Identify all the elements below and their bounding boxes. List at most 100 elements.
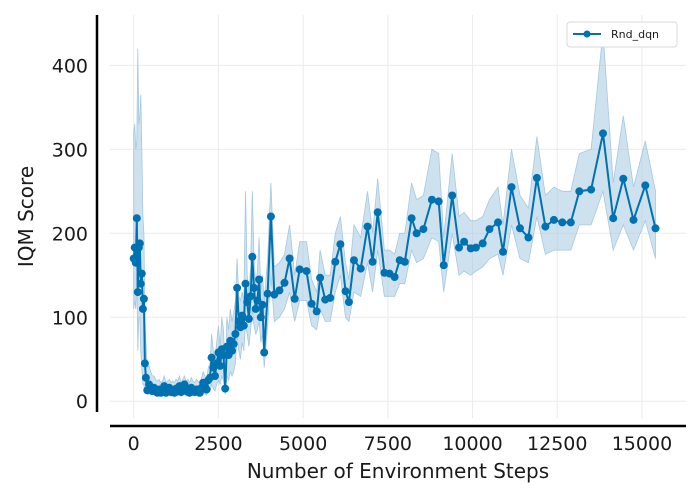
data-point-92 <box>307 299 316 308</box>
data-point-112 <box>412 229 421 238</box>
series-confidence-band <box>133 31 656 397</box>
data-point-116 <box>439 261 448 270</box>
data-point-121 <box>471 243 480 252</box>
data-point-126 <box>507 183 516 192</box>
y-tick-label-2: 200 <box>52 223 88 245</box>
data-point-96 <box>326 293 335 302</box>
data-point-138 <box>619 174 628 183</box>
data-point-127 <box>516 224 524 233</box>
data-point-56 <box>216 361 225 370</box>
data-point-63 <box>228 346 236 355</box>
data-point-102 <box>356 264 365 273</box>
data-point-91 <box>302 267 311 276</box>
data-point-118 <box>455 243 463 252</box>
data-point-80 <box>256 313 265 322</box>
data-point-69 <box>238 311 247 320</box>
data-point-129 <box>532 173 541 182</box>
data-point-97 <box>331 257 340 266</box>
data-point-135 <box>587 185 596 194</box>
data-point-51 <box>207 353 216 362</box>
data-point-74 <box>246 292 255 301</box>
tick-labels: 0 2500 5000 7500 10000 12500 15000 0 100 200 300 40… <box>52 55 672 455</box>
data-point-93 <box>312 307 321 316</box>
data-point-103 <box>363 222 372 231</box>
data-point-8 <box>137 269 146 278</box>
data-point-128 <box>524 233 533 242</box>
legend-label: Rnd_dqn <box>611 28 659 41</box>
data-point-73 <box>244 314 253 323</box>
legend[interactable]: Rnd_dqn <box>566 21 678 48</box>
data-point-71 <box>241 279 250 288</box>
y-tick-label-0: 0 <box>76 391 88 413</box>
data-point-75 <box>248 252 257 261</box>
data-point-124 <box>494 218 502 227</box>
data-point-65 <box>231 330 240 338</box>
data-point-141 <box>651 224 660 233</box>
data-point-117 <box>448 191 457 200</box>
data-point-64 <box>229 340 238 349</box>
data-point-9 <box>138 304 147 313</box>
data-point-70 <box>239 321 248 330</box>
data-point-layer <box>129 129 660 397</box>
x-axis-title: Number of Environment Steps <box>247 459 549 483</box>
x-tick-label-5: 12500 <box>527 433 587 455</box>
data-point-86 <box>275 286 284 295</box>
data-point-137 <box>609 214 618 223</box>
data-point-134 <box>575 187 584 196</box>
data-point-83 <box>263 289 272 298</box>
x-tick-label-6: 15000 <box>612 433 672 455</box>
data-point-100 <box>344 298 353 307</box>
data-point-2 <box>131 258 140 267</box>
data-point-104 <box>368 257 377 266</box>
data-point-3 <box>132 214 141 223</box>
data-point-90 <box>295 265 304 274</box>
data-point-84 <box>266 212 275 221</box>
y-tick-label-1: 100 <box>52 307 88 329</box>
data-point-4 <box>133 288 142 297</box>
data-point-123 <box>485 225 494 234</box>
data-point-66 <box>233 283 242 292</box>
legend-box <box>566 21 678 48</box>
data-point-88 <box>285 254 294 263</box>
data-point-122 <box>478 239 487 248</box>
data-point-7 <box>136 279 145 288</box>
data-point-6 <box>135 239 144 248</box>
data-point-136 <box>599 129 607 138</box>
x-tick-label-0: 0 <box>128 433 140 455</box>
data-point-79 <box>255 275 264 284</box>
data-point-110 <box>400 257 409 266</box>
data-point-108 <box>390 273 399 281</box>
data-point-94 <box>316 273 325 282</box>
y-axis-title: IQM Score <box>14 166 38 267</box>
data-point-132 <box>558 218 567 227</box>
data-point-131 <box>549 215 558 224</box>
data-point-77 <box>251 304 260 313</box>
data-point-81 <box>258 300 267 309</box>
data-point-72 <box>243 298 252 307</box>
data-point-125 <box>499 247 507 256</box>
data-point-140 <box>641 181 650 190</box>
data-point-115 <box>434 197 443 206</box>
data-point-105 <box>373 208 382 217</box>
data-point-59 <box>221 384 230 393</box>
data-point-10 <box>139 294 148 303</box>
data-point-99 <box>341 287 350 296</box>
data-point-48 <box>202 385 211 394</box>
data-point-139 <box>629 215 638 224</box>
data-point-119 <box>460 237 469 246</box>
data-point-89 <box>290 294 299 303</box>
axes <box>95 15 686 428</box>
data-point-53 <box>211 372 219 380</box>
data-point-133 <box>566 218 575 227</box>
y-tick-label-3: 300 <box>52 139 88 161</box>
data-point-98 <box>336 240 345 249</box>
data-point-114 <box>427 195 436 204</box>
y-tick-label-4: 400 <box>52 55 88 77</box>
x-tick-label-1: 2500 <box>194 433 242 455</box>
data-point-12 <box>141 373 150 382</box>
x-tick-label-4: 10000 <box>442 433 502 455</box>
data-point-113 <box>419 225 428 234</box>
data-point-87 <box>280 278 289 287</box>
x-tick-label-2: 5000 <box>279 433 327 455</box>
